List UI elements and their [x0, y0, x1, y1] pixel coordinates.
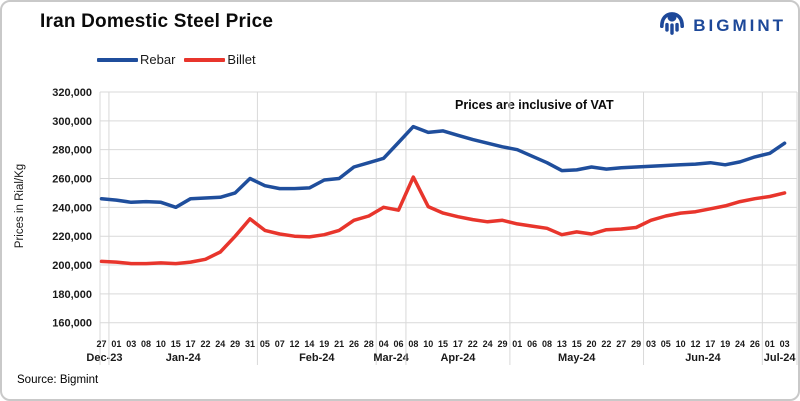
svg-text:01: 01 — [765, 339, 775, 349]
svg-text:03: 03 — [646, 339, 656, 349]
svg-text:10: 10 — [676, 339, 686, 349]
legend-swatch-billet — [184, 57, 226, 62]
svg-text:06: 06 — [527, 339, 537, 349]
svg-text:10: 10 — [156, 339, 166, 349]
legend-label-billet: Billet — [227, 52, 256, 67]
svg-text:300,000: 300,000 — [52, 116, 92, 128]
svg-text:24: 24 — [735, 339, 745, 349]
svg-text:260,000: 260,000 — [52, 174, 92, 186]
svg-text:160,000: 160,000 — [52, 318, 92, 330]
svg-text:10: 10 — [423, 339, 433, 349]
svg-text:29: 29 — [497, 339, 507, 349]
svg-text:17: 17 — [453, 339, 463, 349]
svg-text:28: 28 — [364, 339, 374, 349]
svg-text:15: 15 — [171, 339, 181, 349]
source-note: Source: Bigmint — [17, 374, 99, 386]
svg-text:26: 26 — [349, 339, 359, 349]
svg-text:24: 24 — [483, 339, 493, 349]
chart-legend: Rebar Billet — [97, 52, 256, 67]
svg-text:17: 17 — [186, 339, 196, 349]
svg-text:01: 01 — [111, 339, 121, 349]
svg-text:180,000: 180,000 — [52, 289, 92, 301]
svg-text:07: 07 — [275, 339, 285, 349]
svg-text:15: 15 — [572, 339, 582, 349]
svg-text:22: 22 — [200, 339, 210, 349]
svg-text:21: 21 — [334, 339, 344, 349]
svg-text:03: 03 — [126, 339, 136, 349]
legend-item-billet: Billet — [184, 52, 256, 67]
svg-text:05: 05 — [661, 339, 671, 349]
svg-text:29: 29 — [631, 339, 641, 349]
svg-text:03: 03 — [780, 339, 790, 349]
svg-text:280,000: 280,000 — [52, 145, 92, 157]
svg-text:Apr-24: Apr-24 — [440, 352, 476, 364]
bigmint-logo-icon — [657, 8, 687, 43]
svg-text:01: 01 — [512, 339, 522, 349]
svg-text:Jul-24: Jul-24 — [764, 352, 797, 364]
svg-text:200,000: 200,000 — [52, 260, 92, 272]
svg-text:15: 15 — [438, 339, 448, 349]
svg-text:Mar-24: Mar-24 — [373, 352, 409, 364]
svg-text:08: 08 — [408, 339, 418, 349]
svg-text:240,000: 240,000 — [52, 202, 92, 214]
svg-text:27: 27 — [96, 339, 106, 349]
svg-text:27: 27 — [616, 339, 626, 349]
svg-text:20: 20 — [587, 339, 597, 349]
svg-text:08: 08 — [141, 339, 151, 349]
svg-text:Dec-23: Dec-23 — [86, 352, 122, 364]
svg-text:12: 12 — [690, 339, 700, 349]
svg-text:14: 14 — [304, 339, 314, 349]
svg-text:26: 26 — [750, 339, 760, 349]
svg-text:220,000: 220,000 — [52, 231, 92, 243]
svg-text:19: 19 — [720, 339, 730, 349]
svg-text:12: 12 — [290, 339, 300, 349]
page-title: Iran Domestic Steel Price — [40, 11, 274, 32]
svg-text:04: 04 — [379, 339, 389, 349]
svg-text:29: 29 — [230, 339, 240, 349]
bigmint-logo: BIGMINT — [657, 8, 786, 43]
svg-text:Feb-24: Feb-24 — [299, 352, 335, 364]
svg-text:Jun-24: Jun-24 — [685, 352, 721, 364]
svg-text:22: 22 — [468, 339, 478, 349]
legend-swatch-rebar — [97, 57, 138, 62]
legend-item-rebar: Rebar — [97, 52, 175, 67]
svg-text:17: 17 — [705, 339, 715, 349]
svg-text:24: 24 — [215, 339, 225, 349]
svg-text:05: 05 — [260, 339, 270, 349]
svg-text:06: 06 — [393, 339, 403, 349]
svg-text:22: 22 — [601, 339, 611, 349]
svg-text:Jan-24: Jan-24 — [166, 352, 202, 364]
svg-text:13: 13 — [557, 339, 567, 349]
svg-text:May-24: May-24 — [558, 352, 596, 364]
vat-annotation: Prices are inclusive of VAT — [455, 98, 614, 112]
svg-text:08: 08 — [542, 339, 552, 349]
svg-text:31: 31 — [245, 339, 255, 349]
legend-label-rebar: Rebar — [140, 52, 176, 67]
bigmint-logo-text: BIGMINT — [693, 15, 786, 35]
svg-text:320,000: 320,000 — [52, 87, 92, 99]
svg-text:19: 19 — [319, 339, 329, 349]
